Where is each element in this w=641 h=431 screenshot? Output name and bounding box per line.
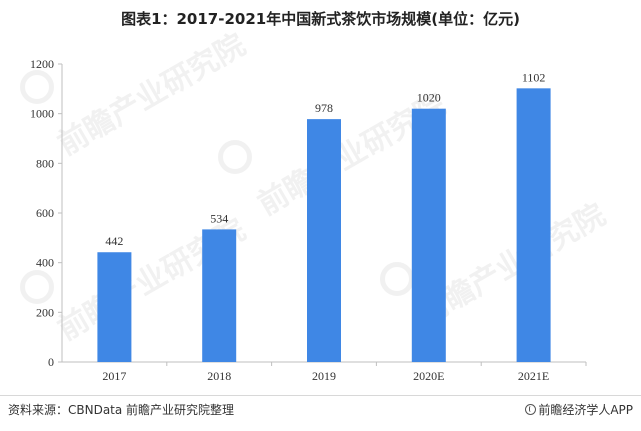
y-tick-label: 200 [36, 305, 54, 319]
data-label: 534 [210, 211, 228, 225]
brand-name: 前瞻经济学人APP [538, 403, 633, 417]
data-label: 1102 [522, 70, 546, 84]
chart-title: 图表1：2017-2021年中国新式茶饮市场规模(单位：亿元) [121, 10, 520, 28]
y-tick-label: 800 [36, 156, 54, 170]
y-tick-label: 600 [36, 206, 54, 220]
x-tick-label: 2017 [102, 369, 126, 383]
x-tick-label: 2021E [518, 369, 549, 383]
bar [307, 119, 341, 362]
data-label: 442 [105, 234, 123, 248]
data-label: 1020 [417, 91, 441, 105]
brand-logo-icon [525, 404, 537, 415]
bar [202, 229, 237, 362]
bar-chart: 0 200 400 600 800 1000 1200 442 2017 534 2018 978 20… [30, 57, 587, 383]
source-note: 资料来源：CBNData 前瞻产业研究院整理 [8, 403, 235, 417]
y-tick-label: 1200 [30, 57, 54, 71]
x-tick-label: 2019 [312, 369, 336, 383]
data-label: 978 [315, 101, 333, 115]
x-tick-label: 2020E [413, 369, 444, 383]
bar [97, 252, 132, 362]
x-tick-label: 2018 [207, 369, 231, 383]
y-tick-label: 400 [36, 256, 54, 270]
bar [411, 108, 446, 362]
footer-divider [0, 395, 641, 396]
brand-credit: 前瞻经济学人APP [525, 401, 633, 418]
y-tick-label: 1000 [30, 107, 54, 121]
bar [516, 88, 551, 362]
y-tick-label: 0 [48, 355, 54, 369]
